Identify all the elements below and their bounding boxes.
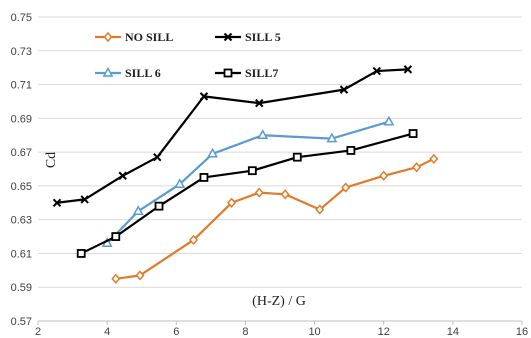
data-point-sill7 — [346, 146, 356, 155]
legend-label: SILL7 — [245, 66, 278, 80]
data-point-sill-5 — [339, 85, 349, 94]
x-tick-label: 4 — [104, 326, 110, 338]
series-line-sill7 — [80, 132, 414, 255]
data-point-no-sill — [379, 170, 389, 181]
legend-label: NO SILL — [125, 30, 173, 44]
x-marker-stroke — [403, 65, 413, 74]
data-point-sill-6 — [132, 205, 144, 215]
data-point-no-sill — [254, 187, 264, 198]
x-marker-stroke — [80, 195, 89, 204]
data-point-sill-5 — [118, 171, 127, 180]
series-sill-5 — [52, 65, 413, 207]
y-tick-label: 0.67 — [11, 147, 32, 159]
x-marker-stroke — [118, 171, 127, 180]
data-point-sill-5 — [199, 92, 209, 101]
data-point-no-sill — [111, 273, 121, 284]
data-point-no-sill — [315, 204, 325, 215]
data-point-no-sill — [412, 162, 422, 173]
x-marker-stroke — [223, 32, 233, 42]
legend-item-sill-6: SILL 6 — [95, 66, 161, 80]
series-no-sill — [111, 153, 439, 284]
data-point-sill-6 — [207, 147, 219, 158]
x-marker-stroke — [339, 85, 349, 94]
y-tick-label: 0.71 — [11, 80, 32, 92]
data-point-sill7 — [247, 166, 257, 176]
legend-marker — [102, 66, 114, 77]
y-axis: 0.57 0.59 0.61 0.63 0.65 0.67 0.69 0.71 0.73 0.75 — [11, 12, 32, 328]
data-point-sill7 — [292, 152, 302, 162]
legend-item-no-sill: NO SILL — [95, 30, 173, 44]
data-point-sill-5 — [52, 198, 62, 207]
series-sill7 — [76, 129, 418, 258]
data-point-sill-6 — [257, 129, 269, 139]
series-layer — [52, 65, 439, 284]
legend-label: SILL 6 — [125, 66, 161, 80]
data-point-sill-5 — [153, 152, 162, 162]
data-point-no-sill — [135, 270, 145, 281]
legend-marker — [223, 68, 233, 78]
data-point-sill-6 — [326, 132, 338, 143]
data-point-sill7 — [76, 249, 86, 258]
x-tick-label: 14 — [447, 326, 459, 338]
data-point-sill-6 — [383, 115, 395, 126]
data-point-sill-5 — [372, 66, 382, 76]
x-marker-stroke — [199, 92, 209, 101]
x-tick-label: 8 — [242, 326, 248, 338]
series-sill-6 — [101, 115, 395, 248]
data-point-sill-5 — [403, 65, 413, 74]
x-tick-label: 10 — [308, 326, 320, 338]
y-tick-label: 0.65 — [11, 181, 32, 193]
legend-item-sill-5: SILL 5 — [215, 30, 281, 44]
y-tick-label: 0.59 — [11, 282, 32, 294]
x-marker-stroke — [372, 66, 382, 76]
legend-label: SILL 5 — [245, 30, 281, 44]
data-point-no-sill — [280, 189, 290, 200]
data-point-sill7 — [111, 232, 121, 241]
legend-item-sill7: SILL7 — [215, 66, 278, 80]
data-point-no-sill — [341, 182, 351, 193]
legend-marker — [223, 32, 233, 42]
y-tick-label: 0.63 — [11, 215, 32, 227]
x-tick-label: 12 — [378, 326, 390, 338]
x-marker-stroke — [255, 98, 264, 108]
y-axis-title: Cd — [44, 152, 59, 168]
x-marker-stroke — [153, 152, 162, 162]
series-line-sill-5 — [56, 68, 408, 204]
data-point-no-sill — [227, 197, 237, 208]
data-point-sill7 — [154, 201, 164, 211]
data-point-sill-5 — [80, 195, 89, 204]
y-tick-label: 0.73 — [11, 46, 32, 58]
legend: NO SILL SILL 5 SILL 6 SILL7 — [95, 30, 281, 80]
series-line-sill-6 — [106, 120, 390, 245]
data-point-sill-6 — [174, 178, 186, 188]
data-point-sill7 — [199, 173, 209, 182]
y-tick-label: 0.75 — [11, 12, 32, 24]
data-point-no-sill — [429, 153, 439, 165]
legend-marker — [103, 31, 113, 43]
data-point-no-sill — [189, 234, 199, 246]
y-tick-label: 0.69 — [11, 113, 32, 125]
x-marker-stroke — [52, 198, 62, 207]
x-axis: 2 4 6 8 10 12 14 16 — [35, 320, 528, 338]
grid-lines — [38, 16, 522, 322]
y-tick-label: 0.57 — [11, 316, 32, 328]
x-tick-label: 2 — [35, 326, 41, 338]
x-tick-label: 16 — [516, 326, 528, 338]
data-point-sill7 — [408, 129, 418, 138]
y-tick-label: 0.61 — [11, 248, 32, 260]
x-tick-label: 6 — [173, 326, 179, 338]
x-axis-title: (H-Z) / G — [252, 294, 306, 309]
data-point-sill-5 — [255, 98, 264, 108]
